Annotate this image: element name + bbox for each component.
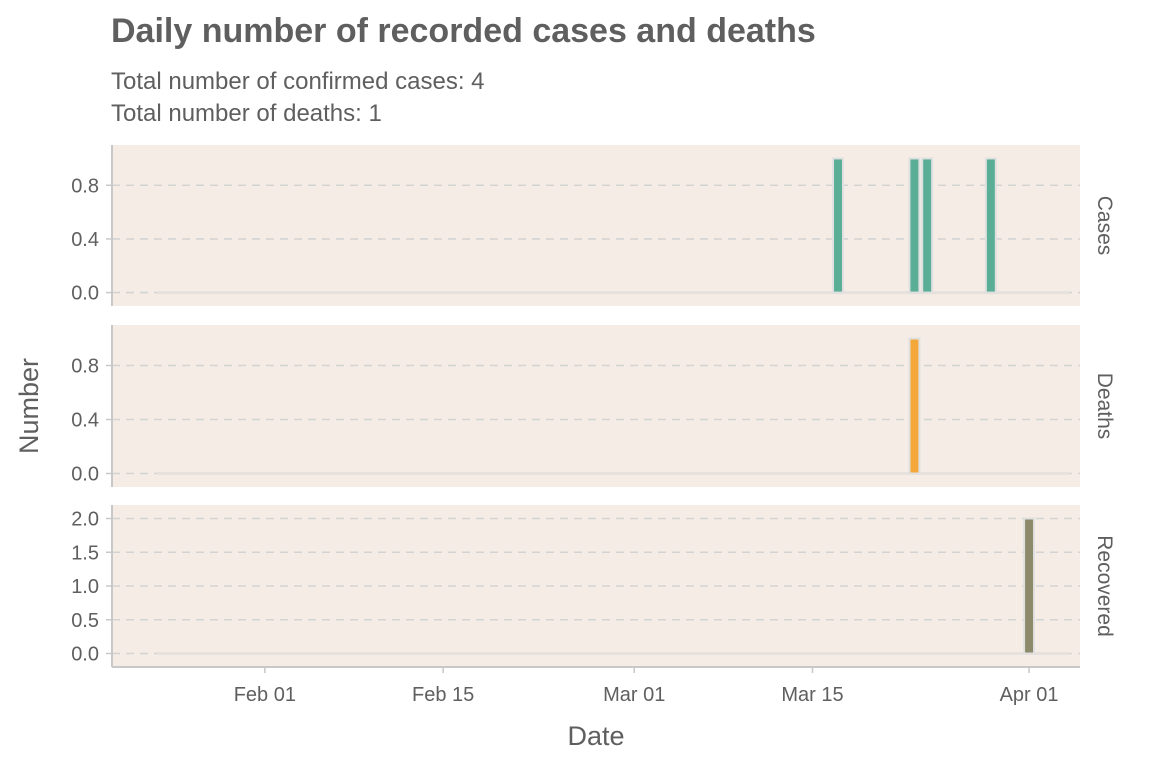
y-tick-label-recovered: 1.0 xyxy=(71,576,99,598)
y-tick-label-deaths: 0.4 xyxy=(71,410,99,432)
y-tick-label-recovered: 2.0 xyxy=(71,509,99,531)
bar-cases xyxy=(921,157,934,294)
y-tick-label-deaths: 0.0 xyxy=(71,464,99,486)
x-tick-label: Mar 01 xyxy=(603,684,665,706)
bar-deaths xyxy=(908,337,921,475)
bar-cases xyxy=(908,157,921,294)
chart-title: Daily number of recorded cases and death… xyxy=(111,12,816,50)
y-tick-label-recovered: 1.5 xyxy=(71,542,99,564)
panel-background-deaths xyxy=(112,325,1080,487)
facet-label-recovered: Recovered xyxy=(1093,535,1116,637)
facet-label-deaths: Deaths xyxy=(1093,373,1116,440)
y-tick-label-cases: 0.0 xyxy=(71,283,99,305)
y-axis-title: Number xyxy=(14,358,44,454)
bar-cases xyxy=(984,157,997,294)
chart-subtitle-cases: Total number of confirmed cases: 4 xyxy=(111,68,485,95)
bar-cases xyxy=(832,157,844,294)
x-tick-label: Feb 15 xyxy=(412,684,474,706)
panel-background-cases xyxy=(112,145,1080,306)
y-tick-label-recovered: 0.0 xyxy=(71,644,99,666)
y-tick-label-recovered: 0.5 xyxy=(71,610,99,632)
y-tick-label-deaths: 0.8 xyxy=(71,356,99,378)
chart-subtitle-deaths: Total number of deaths: 1 xyxy=(111,100,382,127)
bar-recovered xyxy=(1023,517,1036,655)
y-tick-label-cases: 0.4 xyxy=(71,229,99,251)
x-tick-label: Feb 01 xyxy=(234,684,296,706)
y-tick-label-cases: 0.8 xyxy=(71,175,99,197)
x-tick-label: Mar 15 xyxy=(781,684,843,706)
x-tick-label: Apr 01 xyxy=(1000,684,1059,706)
facet-label-cases: Cases xyxy=(1093,196,1116,256)
x-axis-title: Date xyxy=(567,721,624,751)
